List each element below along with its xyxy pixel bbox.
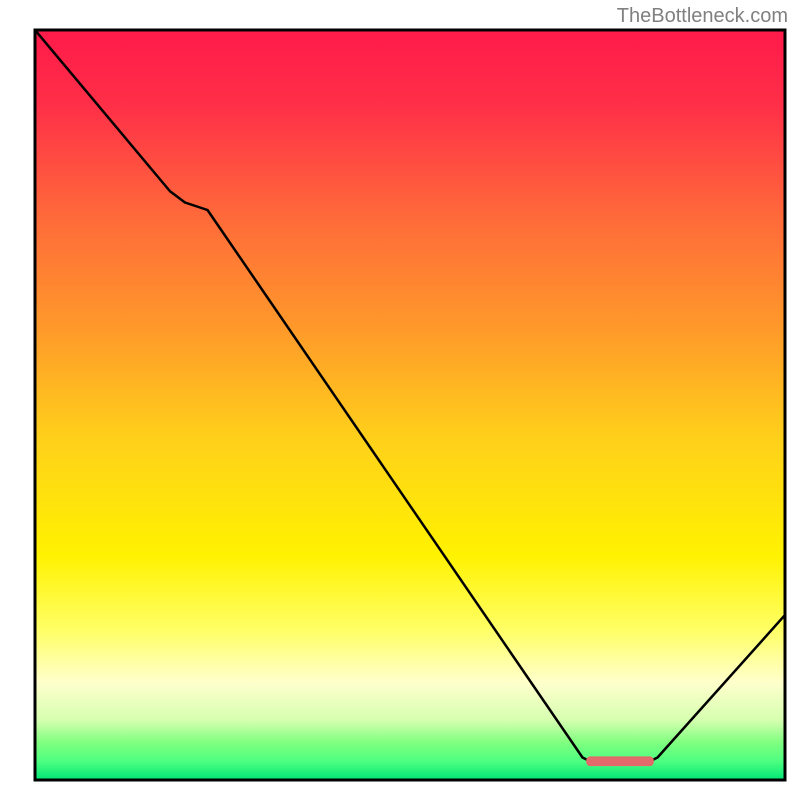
optimal-marker <box>586 756 654 766</box>
bottleneck-chart: TheBottleneck.com <box>0 0 800 800</box>
chart-container: TheBottleneck.com <box>0 0 800 800</box>
watermark-label: TheBottleneck.com <box>617 5 788 27</box>
plot-background <box>35 30 785 780</box>
